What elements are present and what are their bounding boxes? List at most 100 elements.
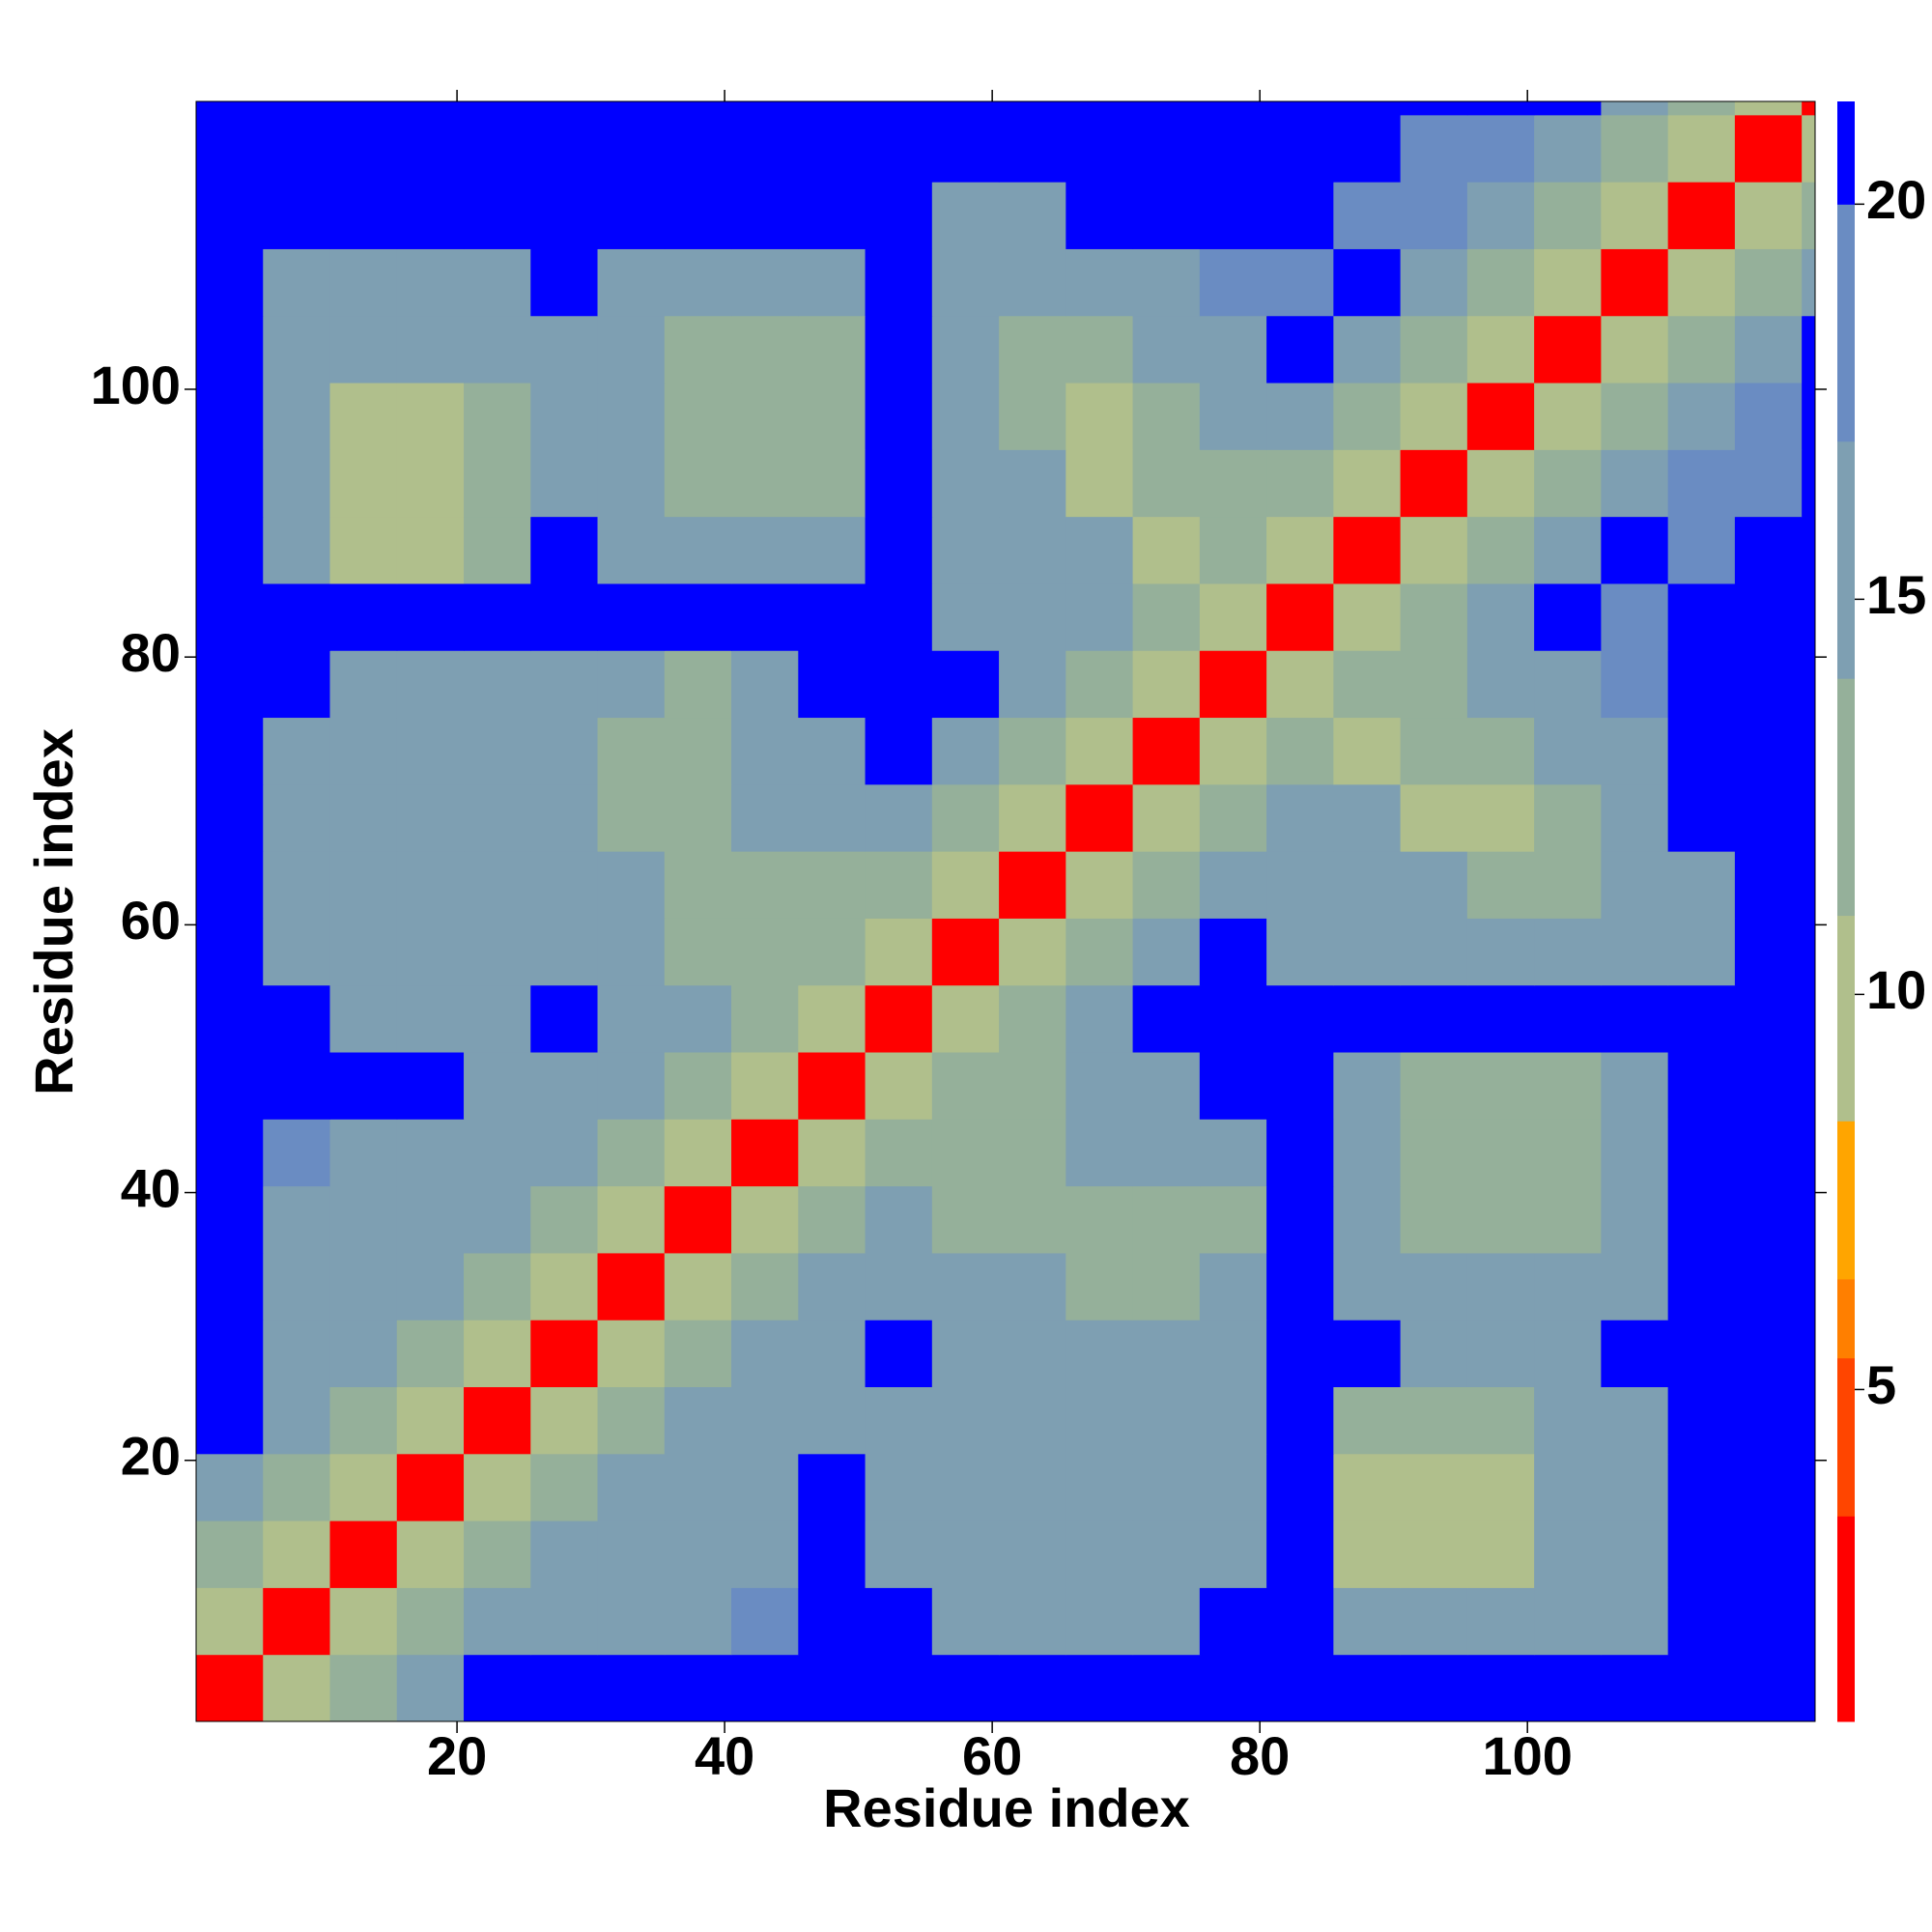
heatmap-cell <box>396 1386 465 1455</box>
heatmap-cell <box>263 1587 331 1656</box>
heatmap-cell <box>1266 248 1334 317</box>
heatmap-cell <box>1065 1252 1134 1321</box>
heatmap-cell <box>464 984 531 1053</box>
heatmap-cell <box>329 717 398 785</box>
heatmap-cell <box>1466 315 1535 384</box>
heatmap-cell <box>1065 315 1134 384</box>
heatmap-cell <box>1466 1320 1535 1388</box>
heatmap-cell <box>196 1252 264 1321</box>
heatmap-cell <box>263 1520 331 1588</box>
heatmap-cell <box>1667 1654 1736 1722</box>
heatmap-cell <box>1466 1453 1535 1521</box>
heatmap-cell <box>999 1386 1066 1455</box>
heatmap-cell <box>1466 182 1535 249</box>
heatmap-cell <box>931 918 1000 986</box>
heatmap-cell <box>1466 783 1535 852</box>
heatmap-cell <box>865 1252 933 1321</box>
heatmap-cell <box>865 650 933 719</box>
heatmap-cell <box>798 182 867 249</box>
heatmap-cell <box>931 1520 1000 1588</box>
heatmap-cell <box>1065 783 1134 852</box>
heatmap-cell <box>1667 516 1736 584</box>
heatmap-cell <box>1132 717 1201 785</box>
heatmap-cell <box>396 1320 465 1388</box>
heatmap-cell <box>329 248 398 317</box>
heatmap-cell <box>263 315 331 384</box>
heatmap-cell <box>1132 1520 1201 1588</box>
colorbar-band <box>1837 1278 1855 1359</box>
heatmap-cell <box>1132 516 1201 584</box>
x-tick-label: 20 <box>427 1725 487 1786</box>
colorbar-band <box>1837 1121 1855 1280</box>
heatmap-cell <box>1734 1386 1803 1455</box>
heatmap-cell <box>931 1052 1000 1120</box>
heatmap-cell <box>664 717 732 785</box>
heatmap-cell <box>1534 1587 1602 1656</box>
heatmap-cell <box>1065 1587 1134 1656</box>
heatmap-cell <box>1333 1185 1402 1254</box>
heatmap-cell <box>1333 582 1402 651</box>
heatmap-cell <box>1466 650 1535 719</box>
heatmap-cell <box>1199 1654 1267 1722</box>
heatmap-cell <box>396 1119 465 1187</box>
heatmap-cell <box>1667 101 1736 116</box>
heatmap-cell <box>530 516 599 584</box>
heatmap-cell <box>1132 851 1201 919</box>
heatmap-cell <box>664 1185 732 1254</box>
heatmap-cell <box>530 1119 599 1187</box>
heatmap-cell <box>1734 449 1803 518</box>
y-tick-label: 20 <box>121 1426 181 1487</box>
heatmap-cell <box>464 315 531 384</box>
heatmap-cell <box>1199 383 1267 450</box>
heatmap-cell <box>1667 449 1736 518</box>
heatmap-cell <box>1065 1052 1134 1120</box>
heatmap-cell <box>931 315 1000 384</box>
heatmap-cell <box>1199 783 1267 852</box>
heatmap-cell <box>931 101 1000 116</box>
heatmap-cell <box>999 918 1066 986</box>
heatmap-cell <box>1534 101 1602 116</box>
heatmap-cell <box>999 449 1066 518</box>
heatmap-cell <box>597 1453 666 1521</box>
heatmap-cell <box>865 1654 933 1722</box>
heatmap-cell <box>1333 449 1402 518</box>
heatmap-cell <box>196 1587 264 1656</box>
heatmap-cell <box>798 650 867 719</box>
heatmap-cell <box>798 1119 867 1187</box>
heatmap-cell <box>396 1587 465 1656</box>
heatmap-cell <box>1400 1654 1468 1722</box>
heatmap-cell <box>1667 918 1736 986</box>
heatmap-cell <box>1802 984 1816 1053</box>
heatmap-cell <box>664 1252 732 1321</box>
heatmap-cell <box>1266 1654 1334 1722</box>
colorbar-tick-label: 15 <box>1866 564 1926 625</box>
heatmap-cell <box>664 918 732 986</box>
heatmap-cell <box>1667 182 1736 249</box>
heatmap-cell <box>731 383 799 450</box>
heatmap-cell <box>1534 516 1602 584</box>
heatmap-cell <box>263 918 331 986</box>
heatmap-cell <box>530 1654 599 1722</box>
heatmap-cell <box>1802 717 1816 785</box>
heatmap-cell <box>196 851 264 919</box>
heatmap-cell <box>798 1252 867 1321</box>
heatmap-cell <box>464 1587 531 1656</box>
heatmap-cell <box>664 851 732 919</box>
heatmap-cell <box>1199 1520 1267 1588</box>
x-tick-label: 100 <box>1482 1725 1572 1786</box>
heatmap-cell <box>329 984 398 1053</box>
heatmap-cell <box>1400 1587 1468 1656</box>
heatmap-cell <box>931 783 1000 852</box>
heatmap-cell <box>731 315 799 384</box>
heatmap-cell <box>329 1654 398 1722</box>
heatmap-cell <box>1199 1320 1267 1388</box>
heatmap-cell <box>798 101 867 116</box>
heatmap-cell <box>530 383 599 450</box>
heatmap-cell <box>1466 1052 1535 1120</box>
heatmap-cell <box>196 1320 264 1388</box>
heatmap-cell <box>798 1520 867 1588</box>
heatmap-cell <box>1400 114 1468 183</box>
heatmap-cell <box>1132 182 1201 249</box>
heatmap-cell <box>1601 984 1669 1053</box>
